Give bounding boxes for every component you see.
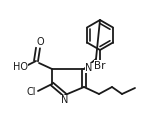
Text: HO: HO <box>12 62 28 72</box>
Text: Br: Br <box>94 61 106 71</box>
Text: Cl: Cl <box>26 87 36 97</box>
Text: N: N <box>61 95 69 105</box>
Text: N: N <box>85 63 93 73</box>
Text: O: O <box>36 37 44 47</box>
